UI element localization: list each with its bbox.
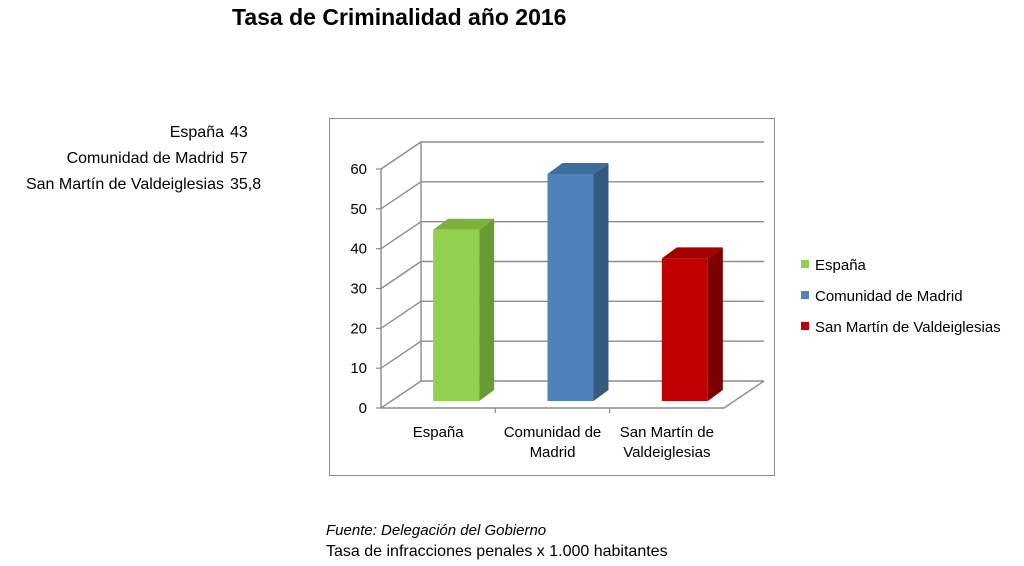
data-table: España 43 Comunidad de Madrid 57 San Mar… <box>0 120 270 198</box>
x-tick-label: Comunidad de <box>504 424 602 441</box>
gridline <box>380 181 764 210</box>
legend-swatch <box>801 291 809 299</box>
gridline <box>380 141 764 170</box>
gridline <box>380 340 764 369</box>
bar-side <box>593 162 609 401</box>
gridline <box>380 260 764 290</box>
bar <box>547 173 594 401</box>
page-title: Tasa de Criminalidad año 2016 <box>232 4 567 30</box>
x-tick-label: San Martín de <box>620 424 714 441</box>
y-tick-label: 0 <box>359 400 367 417</box>
y-tick-label: 20 <box>350 320 367 337</box>
bar-top <box>433 218 495 230</box>
y-tick-label: 30 <box>350 281 367 298</box>
y-tick-label: 60 <box>350 161 367 178</box>
row-value: 43 <box>230 124 248 141</box>
units-note: Tasa de infracciones penales x 1.000 hab… <box>326 543 668 560</box>
bar <box>661 258 708 401</box>
y-tick-label: 50 <box>350 201 367 218</box>
source-note: Fuente: Delegación del Gobierno <box>326 522 547 539</box>
x-tick-label: España <box>413 424 465 441</box>
legend-label: San Martín de Valdeiglesias <box>815 319 1001 336</box>
table-row: Comunidad de Madrid 57 <box>0 146 270 172</box>
legend-swatch <box>801 322 809 330</box>
legend-label: Comunidad de Madrid <box>815 288 963 305</box>
y-tick-label: 10 <box>350 360 367 377</box>
bar <box>433 229 480 401</box>
row-value: 35,8 <box>230 176 262 193</box>
y-tick-label: 40 <box>350 241 367 258</box>
gridline <box>380 300 764 329</box>
row-label: Comunidad de Madrid <box>66 150 224 167</box>
x-tick-label: Valdeiglesias <box>623 444 710 461</box>
gridline <box>380 220 764 250</box>
row-label: San Martín de Valdeiglesias <box>25 176 224 193</box>
legend-label: España <box>815 257 867 274</box>
table-row: San Martín de Valdeiglesias 35,8 <box>0 172 270 198</box>
bar-top <box>547 162 609 174</box>
bar-side <box>707 247 723 401</box>
row-label: España <box>169 124 224 141</box>
row-value: 57 <box>230 150 248 167</box>
bar-top <box>661 247 723 259</box>
legend-swatch <box>801 260 809 268</box>
gridline <box>380 380 764 409</box>
table-row: España 43 <box>0 120 270 146</box>
x-tick-label: Madrid <box>530 444 576 461</box>
bar-side <box>479 218 495 401</box>
